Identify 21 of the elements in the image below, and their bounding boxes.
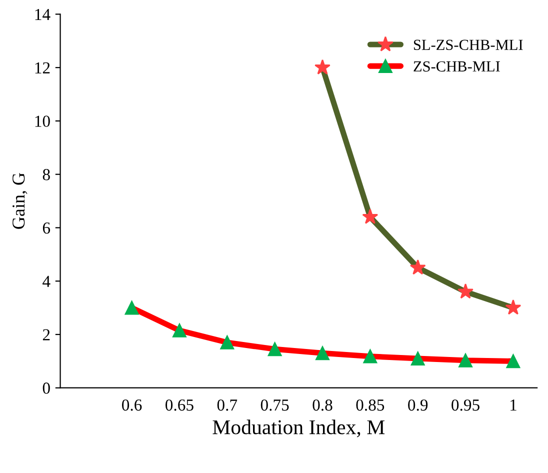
y-tick-label: 8 — [42, 169, 50, 180]
legend-label: ZS-CHB-MLI — [414, 61, 500, 72]
y-tick-label: 6 — [42, 222, 50, 234]
x-tick-label: 0.75 — [260, 399, 289, 411]
x-tick-label: 0.95 — [452, 399, 480, 411]
x-tick-label: 0.6 — [122, 399, 142, 411]
y-tick-label: 10 — [35, 116, 50, 127]
legend-label: SL-ZS-CHB-MLI — [414, 40, 523, 50]
x-axis-title: Moduation Index, M — [212, 420, 385, 438]
y-tick-label: 4 — [42, 276, 50, 287]
y-tick-label: 2 — [42, 329, 50, 340]
y-tick-label: 0 — [42, 382, 50, 394]
y-tick-label: 14 — [35, 8, 50, 20]
y-tick-label: 12 — [35, 62, 50, 74]
x-tick-label: 0.65 — [166, 399, 194, 411]
x-tick-label: 0.9 — [408, 399, 428, 411]
x-tick-label: 0.8 — [312, 399, 332, 411]
x-tick-label: 0.85 — [356, 399, 384, 411]
x-tick-label: 0.7 — [217, 399, 238, 411]
x-tick-label: 1 — [510, 400, 516, 411]
y-axis-title: Gain, G — [12, 173, 28, 229]
